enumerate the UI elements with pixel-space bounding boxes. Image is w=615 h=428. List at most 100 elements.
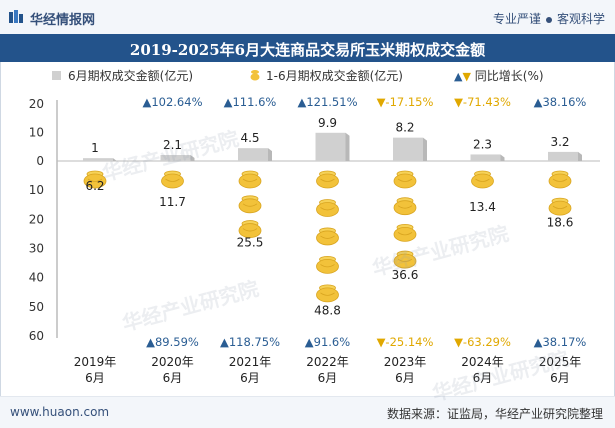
monthly-bar-side	[578, 151, 582, 161]
legend-growth-arrows-icon: ▲▼	[454, 70, 471, 83]
x-tick-label-year: 2025年	[539, 355, 582, 369]
cumulative-coin-icon	[238, 195, 262, 214]
tag-objective: 客观科学	[556, 12, 605, 26]
cumulative-coin-icon	[83, 170, 107, 189]
monthly-value-label: 2.1	[163, 138, 182, 152]
cumulative-value-label: 48.8	[314, 303, 341, 317]
cumulative-coin-icon	[161, 170, 184, 189]
x-tick-label-month: 6月	[240, 371, 260, 385]
dot-separator-icon	[545, 16, 552, 23]
monthly-bar	[548, 151, 578, 161]
x-tick-label-month: 6月	[395, 371, 415, 385]
y-tick-label: 40	[29, 271, 44, 285]
x-tick-label-year: 2022年	[306, 355, 349, 369]
tag-professional: 专业严谨	[492, 12, 541, 26]
y-tick-label: 10	[29, 126, 44, 140]
brand-logo-icon	[9, 10, 23, 23]
growth-monthly-label: ▲111.6%	[224, 95, 277, 109]
cumulative-coin-icon	[316, 255, 339, 274]
growth-cumulative-label: ▲89.59%	[146, 335, 199, 349]
legend-bar-swatch-icon	[52, 71, 61, 80]
cumulative-coin-icon	[238, 170, 262, 189]
x-tick-label-year: 2024年	[461, 355, 504, 369]
growth-monthly-label: ▼-17.15%	[377, 95, 434, 109]
cumulative-value-label: 6.2	[85, 179, 104, 193]
cumulative-value-label: 13.4	[469, 200, 496, 214]
x-tick-label-month: 6月	[550, 371, 570, 385]
cumulative-coin-icon	[471, 170, 494, 189]
cumulative-coin-icon	[316, 284, 339, 303]
cumulative-coin-icon	[393, 250, 417, 269]
x-tick-label-year: 2020年	[151, 355, 194, 369]
monthly-value-label: 3.2	[550, 135, 569, 149]
monthly-bar-side	[268, 148, 272, 161]
growth-cumulative-label: ▲38.17%	[534, 335, 587, 349]
y-tick-label: 20	[29, 212, 44, 226]
x-tick-label-year: 2021年	[229, 355, 272, 369]
cumulative-coin-icon	[316, 227, 339, 246]
cumulative-coin-icon	[393, 197, 417, 216]
cumulative-value-label: 18.6	[547, 215, 574, 229]
growth-monthly-label: ▲121.51%	[297, 95, 357, 109]
growth-monthly-label: ▲38.16%	[534, 95, 587, 109]
footer-website: www.huaon.com	[10, 405, 110, 419]
legend-item-monthly: 6月期权成交金额(亿元)	[52, 67, 193, 84]
brand-tags: 专业严谨 客观科学	[493, 10, 605, 27]
title-bar: 2019-2025年6月大连商品交易所玉米期权成交金额	[0, 34, 615, 62]
monthly-bar-side	[500, 154, 505, 161]
cumulative-coin-icon	[316, 199, 339, 217]
x-tick-label-month: 6月	[163, 371, 183, 385]
x-tick-label-month: 6月	[318, 371, 338, 385]
monthly-value-label: 4.5	[240, 131, 259, 145]
monthly-bar	[315, 132, 346, 161]
monthly-bar-side	[113, 158, 117, 162]
cumulative-coin-icon	[238, 220, 262, 238]
footer-source: 数据来源：证监局，华经产业研究院整理	[386, 407, 603, 421]
growth-cumulative-label: ▼-63.29%	[454, 335, 511, 349]
cumulative-value-label: 11.7	[159, 195, 186, 209]
growth-cumulative-label: ▼-25.14%	[377, 335, 434, 349]
monthly-bar-side	[190, 155, 195, 161]
cumulative-value-label: 25.5	[237, 235, 264, 249]
cumulative-coin-icon	[548, 197, 572, 216]
monthly-value-label: 2.3	[473, 137, 492, 151]
monthly-bar	[470, 154, 501, 161]
growth-monthly-label: ▼-71.43%	[454, 95, 511, 109]
x-tick-label-month: 6月	[473, 371, 493, 385]
y-tick-label: 30	[29, 242, 44, 256]
cumulative-coin-icon	[548, 170, 572, 189]
monthly-bar-side	[345, 132, 350, 161]
cumulative-coin-icon	[393, 170, 417, 189]
monthly-bar	[160, 155, 191, 161]
y-tick-label: 0	[36, 154, 44, 168]
monthly-bar-side	[423, 137, 427, 161]
y-tick-label: 50	[29, 300, 44, 314]
legend-coin-icon	[250, 70, 260, 81]
legend-item-growth: ▲▼ 同比增长(%)	[454, 67, 544, 84]
monthly-value-label: 8.2	[395, 121, 414, 135]
legend-item-cumulative: 1-6月期权成交金额(亿元)	[250, 67, 403, 84]
monthly-value-label: 1	[91, 141, 99, 155]
monthly-bar	[83, 158, 113, 161]
cumulative-coin-icon	[393, 223, 417, 242]
monthly-bar	[393, 137, 423, 161]
brand-name: 华经情报网	[30, 13, 96, 28]
cumulative-coin-icon	[316, 170, 339, 189]
legend-label-monthly: 6月期权成交金额(亿元)	[68, 69, 193, 83]
x-tick-label-year: 2019年	[74, 355, 117, 369]
legend-label-growth: 同比增长(%)	[474, 69, 544, 83]
y-tick-label: 20	[29, 97, 44, 111]
footer-bar: www.huaon.com 数据来源：证监局，华经产业研究院整理	[0, 396, 615, 428]
monthly-bar	[238, 148, 268, 161]
growth-cumulative-label: ▲118.75%	[220, 335, 280, 349]
legend-label-cumulative: 1-6月期权成交金额(亿元)	[266, 69, 403, 83]
cumulative-value-label: 36.6	[392, 268, 419, 282]
x-tick-label-year: 2023年	[384, 355, 427, 369]
chart-title: 2019-2025年6月大连商品交易所玉米期权成交金额	[129, 41, 486, 59]
y-tick-label: 10	[29, 183, 44, 197]
monthly-value-label: 9.9	[318, 116, 337, 130]
growth-cumulative-label: ▲91.6%	[305, 335, 350, 349]
x-tick-label-month: 6月	[85, 371, 105, 385]
growth-monthly-label: ▲102.64%	[142, 95, 202, 109]
